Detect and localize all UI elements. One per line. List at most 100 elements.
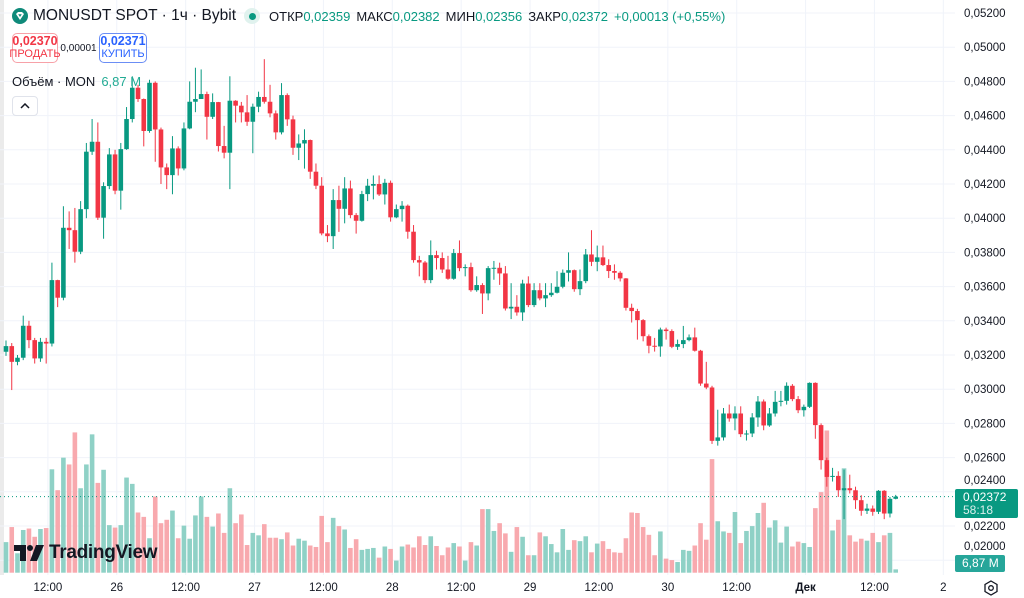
candle[interactable] bbox=[686, 334, 692, 342]
candle[interactable] bbox=[445, 255, 451, 280]
candle[interactable] bbox=[164, 163, 170, 190]
candle[interactable] bbox=[749, 413, 755, 438]
candle[interactable] bbox=[514, 295, 520, 316]
candle[interactable] bbox=[439, 252, 445, 273]
candle[interactable] bbox=[198, 69, 204, 100]
candle[interactable] bbox=[738, 406, 744, 438]
candle[interactable] bbox=[703, 361, 709, 390]
candle[interactable] bbox=[709, 385, 715, 444]
gear-icon[interactable] bbox=[982, 579, 1000, 597]
candle[interactable] bbox=[864, 503, 870, 515]
symbol-title[interactable]: MONUSDT SPOT · 1ч · Bybit bbox=[33, 7, 237, 24]
candle[interactable] bbox=[457, 240, 462, 272]
candle[interactable] bbox=[302, 129, 307, 169]
candle[interactable] bbox=[227, 76, 233, 190]
candle[interactable] bbox=[43, 337, 49, 364]
candle[interactable] bbox=[365, 178, 370, 202]
candle[interactable] bbox=[537, 283, 543, 301]
candle[interactable] bbox=[485, 266, 491, 301]
candle[interactable] bbox=[893, 494, 898, 500]
candle[interactable] bbox=[876, 490, 881, 515]
candle[interactable] bbox=[296, 134, 302, 161]
candle[interactable] bbox=[853, 486, 858, 509]
candle[interactable] bbox=[15, 355, 20, 366]
candle[interactable] bbox=[394, 204, 399, 219]
candle[interactable] bbox=[462, 264, 468, 277]
candle[interactable] bbox=[32, 337, 37, 364]
candle[interactable] bbox=[38, 337, 43, 362]
candle[interactable] bbox=[594, 245, 600, 272]
candle[interactable] bbox=[554, 271, 560, 294]
candle[interactable] bbox=[244, 95, 250, 126]
candle[interactable] bbox=[342, 177, 347, 224]
candle[interactable] bbox=[652, 337, 657, 352]
candle[interactable] bbox=[55, 279, 60, 308]
buy-button[interactable]: 0,02371 КУПИТЬ bbox=[99, 33, 147, 63]
candle[interactable] bbox=[399, 201, 405, 222]
candle[interactable] bbox=[84, 142, 89, 219]
candle[interactable] bbox=[600, 245, 606, 267]
candle[interactable] bbox=[474, 276, 479, 292]
candle[interactable] bbox=[744, 430, 749, 441]
candle[interactable] bbox=[187, 81, 192, 130]
candle[interactable] bbox=[795, 396, 801, 414]
candle[interactable] bbox=[210, 93, 215, 120]
candle[interactable] bbox=[566, 252, 571, 282]
tradingview-logo[interactable]: TradingView bbox=[14, 542, 158, 564]
candle[interactable] bbox=[181, 122, 187, 171]
candle[interactable] bbox=[422, 260, 428, 284]
candle[interactable] bbox=[239, 101, 244, 123]
candle[interactable] bbox=[606, 259, 611, 279]
candle[interactable] bbox=[847, 474, 853, 494]
candle[interactable] bbox=[175, 146, 181, 176]
candle[interactable] bbox=[158, 127, 164, 184]
candle[interactable] bbox=[858, 495, 864, 516]
candle[interactable] bbox=[784, 382, 789, 405]
candle[interactable] bbox=[818, 423, 824, 470]
candle[interactable] bbox=[284, 93, 290, 126]
candle[interactable] bbox=[204, 91, 210, 140]
candle[interactable] bbox=[95, 122, 101, 220]
sell-button[interactable]: 0,02370 ПРОДАТЬ bbox=[9, 33, 61, 63]
candle[interactable] bbox=[767, 408, 772, 427]
candle[interactable] bbox=[382, 178, 388, 205]
candle[interactable] bbox=[836, 471, 841, 497]
candle[interactable] bbox=[135, 84, 141, 102]
candle[interactable] bbox=[635, 308, 640, 340]
candle[interactable] bbox=[221, 125, 227, 159]
candle[interactable] bbox=[698, 349, 703, 386]
candle[interactable] bbox=[503, 266, 508, 311]
candle[interactable] bbox=[480, 283, 485, 314]
candle[interactable] bbox=[101, 182, 106, 239]
candle[interactable] bbox=[669, 329, 675, 349]
candle[interactable] bbox=[371, 175, 376, 200]
candle[interactable] bbox=[411, 225, 416, 263]
candle[interactable] bbox=[583, 248, 589, 284]
candle[interactable] bbox=[279, 83, 284, 135]
candle[interactable] bbox=[107, 148, 112, 190]
candle[interactable] bbox=[824, 457, 830, 487]
candle[interactable] bbox=[9, 343, 15, 391]
candle[interactable] bbox=[256, 91, 261, 113]
candle[interactable] bbox=[497, 262, 502, 285]
candle[interactable] bbox=[623, 278, 629, 311]
candle[interactable] bbox=[267, 84, 273, 118]
candle[interactable] bbox=[887, 496, 893, 518]
candle[interactable] bbox=[755, 396, 761, 427]
candle[interactable] bbox=[359, 190, 365, 222]
candle[interactable] bbox=[881, 490, 887, 520]
candle[interactable] bbox=[629, 303, 634, 323]
candle[interactable] bbox=[491, 260, 497, 280]
candle[interactable] bbox=[451, 248, 457, 280]
candle[interactable] bbox=[78, 201, 83, 255]
candle[interactable] bbox=[112, 149, 118, 195]
candle[interactable] bbox=[870, 505, 876, 516]
candle[interactable] bbox=[20, 315, 26, 361]
candle[interactable] bbox=[526, 276, 531, 308]
candle[interactable] bbox=[675, 339, 680, 350]
candle[interactable] bbox=[571, 269, 577, 292]
candle[interactable] bbox=[434, 250, 439, 270]
candle[interactable] bbox=[193, 67, 198, 113]
candle[interactable] bbox=[468, 262, 474, 292]
